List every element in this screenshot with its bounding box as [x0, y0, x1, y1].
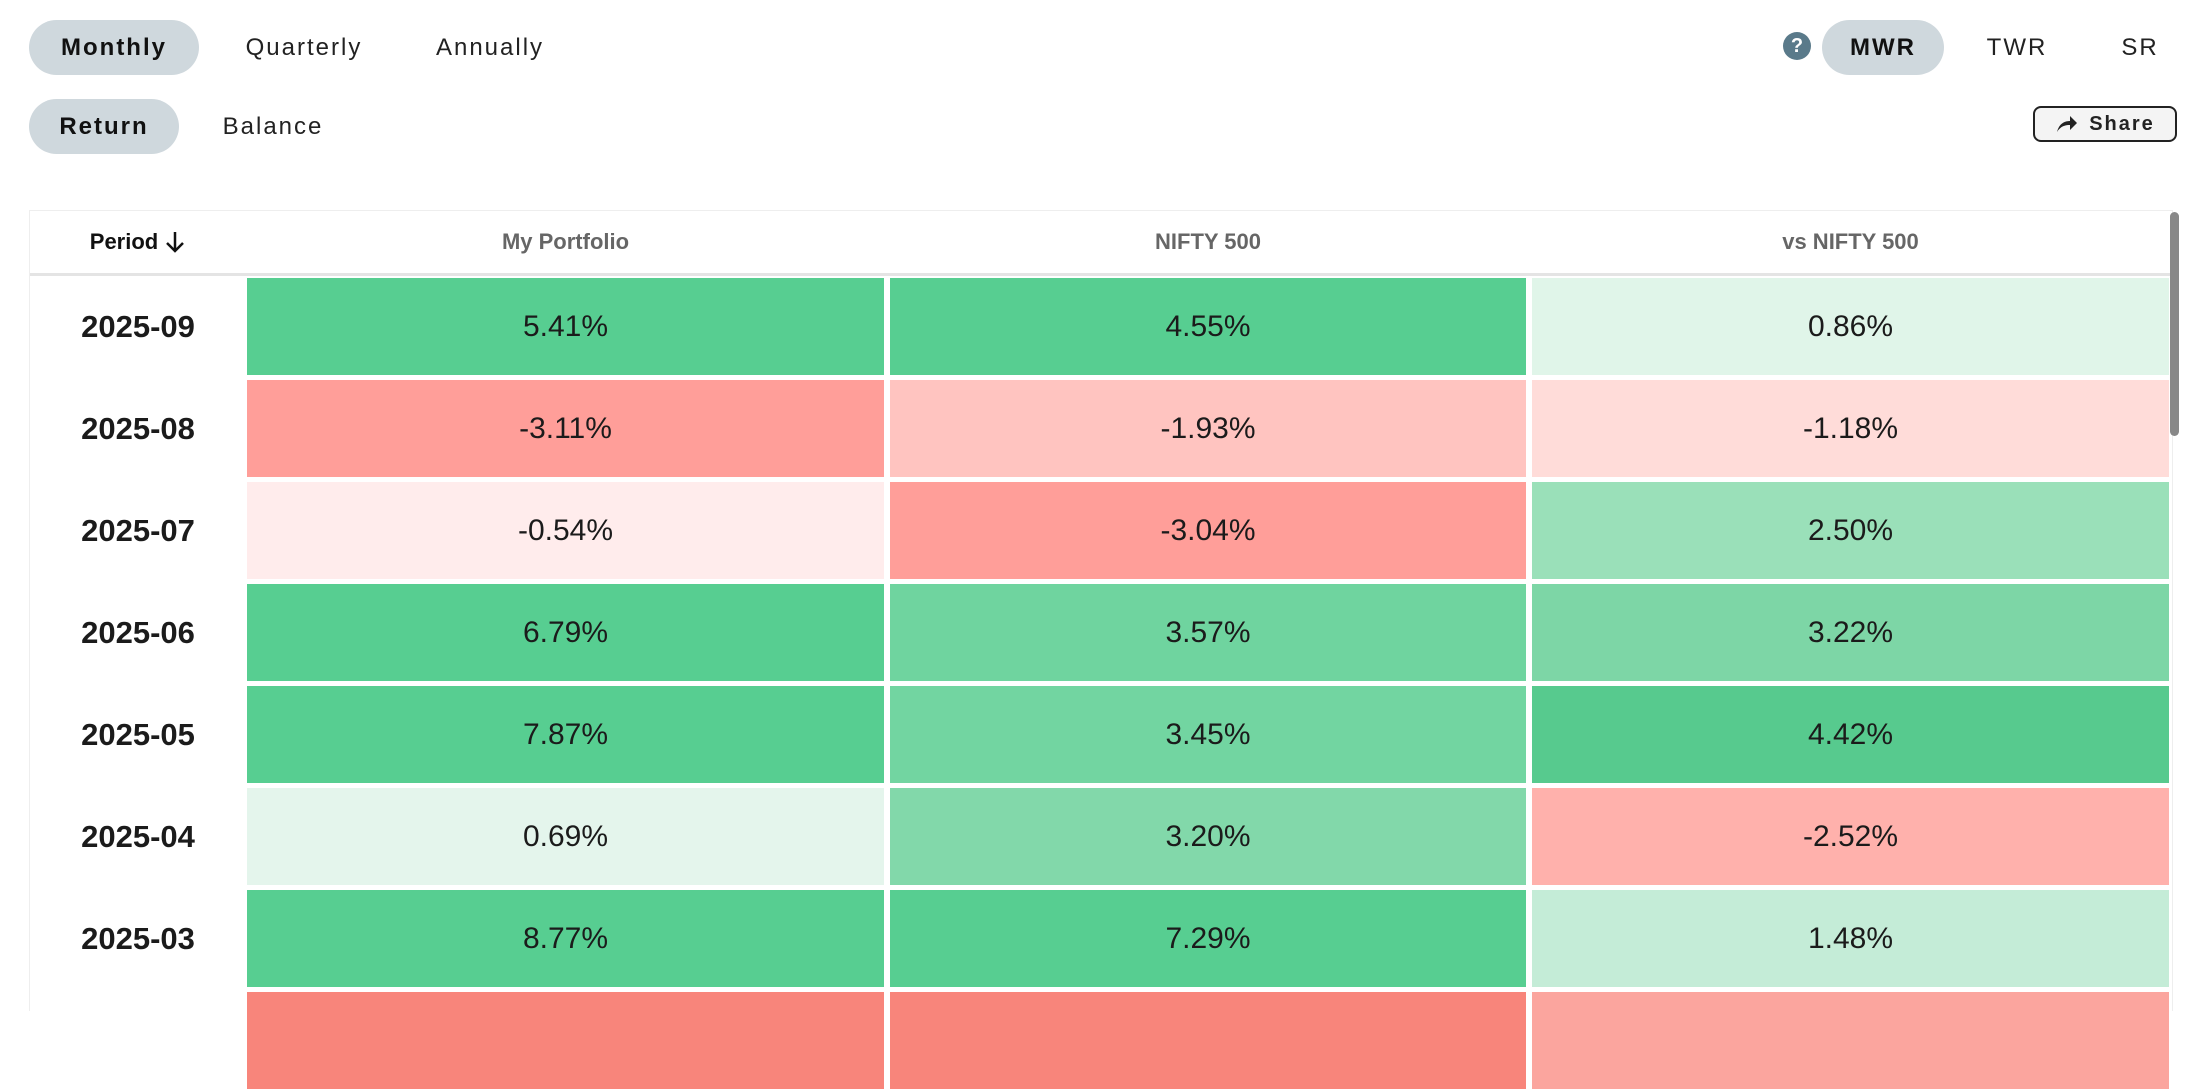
vs-nifty-500-cell — [1532, 992, 2169, 1089]
period-header-label: Period — [89, 229, 159, 254]
header-nifty-500: NIFTY 500 — [1155, 229, 1261, 254]
vs-nifty-500-cell: -1.18% — [1532, 380, 2169, 477]
my-portfolio-cell — [247, 992, 884, 1089]
header-vs-nifty-500: vs NIFTY 500 — [1782, 229, 1919, 254]
vs-nifty-500-cell: 1.48% — [1532, 890, 2169, 987]
table-row: 2025-06 6.79% 3.57% 3.22% — [30, 584, 2170, 681]
period-cell: 2025-03 — [81, 920, 195, 956]
table-scrollbar[interactable] — [2170, 212, 2179, 436]
method-tab-twr[interactable]: TWR — [1986, 33, 2048, 61]
period-cell: 2025-05 — [81, 716, 195, 752]
view-tab-balance[interactable]: Balance — [222, 112, 324, 140]
period-cell: 2025-06 — [81, 614, 195, 650]
share-label: Share — [2089, 112, 2155, 135]
table-row: 2025-08 -3.11% -1.93% -1.18% — [30, 380, 2170, 477]
period-cell: 2025-07 — [81, 512, 195, 548]
vs-nifty-500-cell: 4.42% — [1532, 686, 2169, 783]
help-icon[interactable]: ? — [1783, 32, 1811, 60]
my-portfolio-cell: 0.69% — [247, 788, 884, 885]
my-portfolio-cell: -3.11% — [247, 380, 884, 477]
nifty-500-cell: 3.20% — [890, 788, 1526, 885]
vs-nifty-500-cell: 3.22% — [1532, 584, 2169, 681]
table-row — [30, 992, 2170, 1089]
period-cell: 2025-09 — [81, 308, 195, 344]
nifty-500-cell: 3.57% — [890, 584, 1526, 681]
header-my-portfolio: My Portfolio — [501, 229, 630, 254]
period-header[interactable]: Period — [30, 211, 246, 273]
my-portfolio-cell: -0.54% — [247, 482, 884, 579]
my-portfolio-cell: 6.79% — [247, 584, 884, 681]
vs-nifty-500-cell: 0.86% — [1532, 278, 2169, 375]
nifty-500-cell — [890, 992, 1526, 1089]
share-arrow-icon — [2057, 116, 2078, 132]
nifty-500-cell: 4.55% — [890, 278, 1526, 375]
nifty-500-cell: 3.45% — [890, 686, 1526, 783]
share-button[interactable]: Share — [2033, 106, 2177, 142]
my-portfolio-cell: 7.87% — [247, 686, 884, 783]
table-row: 2025-07 -0.54% -3.04% 2.50% — [30, 482, 2170, 579]
table-row: 2025-03 8.77% 7.29% 1.48% — [30, 890, 2170, 987]
period-tab-annually[interactable]: Annually — [435, 33, 545, 61]
period-cell: 2025-08 — [81, 410, 195, 446]
table-header: Period My Portfolio NIFTY 500 vs NIFTY 5… — [30, 211, 2170, 276]
vs-nifty-500-cell: -2.52% — [1532, 788, 2169, 885]
my-portfolio-cell: 8.77% — [247, 890, 884, 987]
nifty-500-cell: 7.29% — [890, 890, 1526, 987]
method-tab-sr[interactable]: SR — [2121, 33, 2159, 61]
period-cell: 2025-04 — [81, 818, 195, 854]
my-portfolio-cell: 5.41% — [247, 278, 884, 375]
period-cell — [30, 992, 246, 1089]
arrow-down-icon — [166, 232, 185, 253]
period-tab-monthly[interactable]: Monthly — [29, 20, 199, 75]
method-tab-mwr[interactable]: MWR — [1822, 20, 1944, 75]
nifty-500-cell: -3.04% — [890, 482, 1526, 579]
table-row: 2025-05 7.87% 3.45% 4.42% — [30, 686, 2170, 783]
table-row: 2025-09 5.41% 4.55% 0.86% — [30, 278, 2170, 375]
view-tab-return[interactable]: Return — [29, 99, 179, 154]
table-row: 2025-04 0.69% 3.20% -2.52% — [30, 788, 2170, 885]
returns-table: Period My Portfolio NIFTY 500 vs NIFTY 5… — [29, 210, 2173, 1089]
period-tab-quarterly[interactable]: Quarterly — [245, 33, 363, 61]
nifty-500-cell: -1.93% — [890, 380, 1526, 477]
vs-nifty-500-cell: 2.50% — [1532, 482, 2169, 579]
